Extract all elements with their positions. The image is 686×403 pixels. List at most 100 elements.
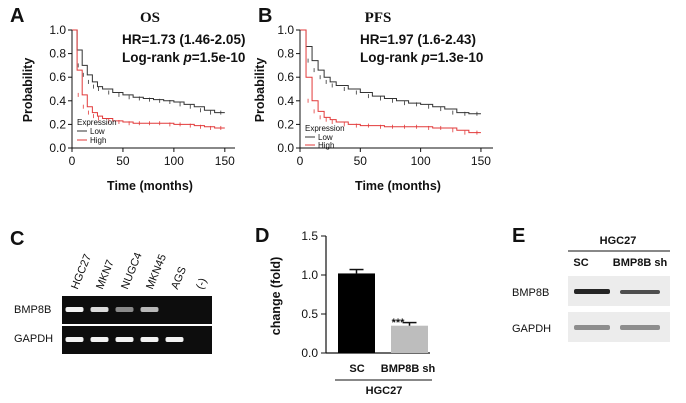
bar-category-sc: SC (349, 363, 364, 375)
km-a-xtick-label: 100 (164, 154, 184, 168)
km-b-xlabel: Time (months) (355, 179, 441, 193)
km-a-ytick-label: 0.8 (49, 47, 66, 61)
gel-band-bmp8b (90, 307, 109, 312)
km-a-ytick-label: 0.6 (49, 70, 66, 84)
km-b-xtick-label: 0 (297, 154, 304, 168)
bar-ytick-label: 0.5 (301, 307, 318, 321)
km-a-logrank-value: =1.5e-10 (192, 50, 246, 65)
km-b-ytick-label: 0.6 (277, 70, 294, 84)
gel-lane-label: (-) (194, 276, 209, 291)
blot-band-gapdh-sc (574, 325, 610, 330)
gel-lane-label: NUGC4 (119, 251, 145, 291)
km-b-ylabel: Probability (253, 58, 267, 123)
km-b-logrank-p: p (421, 50, 430, 65)
km-plot-b: 0.0 0.2 0.4 0.6 0.8 1.0 0 50 100 150 Time (months… (253, 23, 493, 193)
panel-a: A OS 0.0 0.2 0.4 0.6 0.8 1.0 0 50 100 150 Time (m… (10, 5, 245, 193)
gel-band-bmp8b (65, 307, 84, 312)
km-a-hr: HR=1.73 (1.46-2.05) (122, 32, 245, 47)
km-a-xlabel: Time (months) (107, 179, 193, 193)
gel-lane-label: MKN7 (94, 258, 117, 291)
bar-category-sh: BMP8B sh (381, 363, 436, 375)
bar-sc (338, 273, 375, 353)
gel-band-bmp8b (115, 307, 134, 312)
bar-ytick-label: 1.0 (301, 268, 318, 282)
km-a-ytick-label: 1.0 (49, 23, 66, 37)
blot-band-bmp8b-sh (620, 290, 660, 294)
gel-lane-label: HGC27 (69, 253, 94, 292)
panel-c-letter: C (10, 228, 24, 250)
km-plot-a: 0.0 0.2 0.4 0.6 0.8 1.0 0 50 100 150 Time (months… (21, 23, 235, 193)
bar-group-label: HGC27 (366, 385, 403, 397)
km-b-logrank-prefix: Log-rank (360, 50, 422, 65)
blot-gapdh (568, 312, 670, 342)
km-a-xtick-label: 150 (215, 154, 235, 168)
gel-bmp8b (62, 296, 212, 324)
panel-e: E HGC27 SC BMP8B sh BMP8B GAPDH (512, 225, 670, 342)
gel-band-gapdh (115, 337, 134, 342)
km-a-ytick-label: 0.2 (49, 117, 66, 131)
km-a-ytick-label: 0.4 (49, 94, 66, 108)
panel-b-title: PFS (365, 10, 392, 26)
gel-lane-labels: HGC27 MKN7 NUGC4 MKN45 AGS (-) (69, 251, 209, 291)
panel-d-letter: D (255, 225, 269, 247)
gel-band-gapdh (165, 337, 184, 342)
gel-lane-label: MKN45 (144, 253, 169, 292)
km-b-xtick-label: 150 (471, 154, 491, 168)
km-b-legend-low: Low (318, 133, 333, 142)
km-b-ytick-label: 0.8 (277, 47, 294, 61)
km-a-ylabel: Probability (21, 58, 35, 123)
blot-lane-sc: SC (573, 257, 588, 269)
km-b-high-curve (300, 29, 481, 134)
gel-band-gapdh (90, 337, 109, 342)
panel-a-title: OS (140, 10, 160, 26)
bar-ytick-label: 1.5 (301, 229, 318, 243)
bar-ytick-label: 0.0 (301, 346, 318, 360)
km-a-ytick-label: 0.0 (49, 141, 66, 155)
panel-a-letter: A (10, 5, 24, 27)
km-a-high-curve (72, 29, 225, 129)
km-a-legend: Expression Low High (77, 118, 117, 145)
blot-row-label-bmp8b: BMP8B (512, 287, 549, 299)
km-b-ytick-label: 1.0 (277, 23, 294, 37)
gel-row-label-bmp8b: BMP8B (14, 304, 51, 316)
gel-band-gapdh (65, 337, 84, 342)
km-b-logrank-value: =1.3e-10 (430, 50, 484, 65)
km-b-legend: Expression Low High (305, 124, 345, 150)
km-b-hr: HR=1.97 (1.6-2.43) (360, 32, 476, 47)
panel-b-letter: B (258, 5, 272, 27)
blot-band-gapdh-sh (620, 325, 660, 330)
gel-row-label-gapdh: GAPDH (14, 333, 53, 345)
km-a-legend-title: Expression (77, 118, 117, 127)
km-b-ytick-label: 0.2 (277, 117, 294, 131)
km-b-legend-title: Expression (305, 124, 345, 133)
km-a-logrank-p: p (183, 50, 192, 65)
gel-band-bmp8b (140, 307, 159, 312)
km-b-low-curve (300, 29, 481, 115)
km-a-logrank: Log-rank p=1.5e-10 (122, 50, 245, 65)
gel-band-gapdh (140, 337, 159, 342)
panel-c: C HGC27 MKN7 NUGC4 MKN45 AGS (-) BMP8B GAPDH (10, 228, 212, 354)
km-b-xtick-label: 100 (411, 154, 431, 168)
km-a-legend-high: High (90, 136, 106, 145)
bar-sh (391, 325, 428, 353)
blot-band-bmp8b-sc (574, 289, 610, 294)
panel-b: B PFS 0.0 0.2 0.4 0.6 0.8 1.0 0 50 100 150 Time (… (253, 5, 493, 193)
blot-lane-sh: BMP8B sh (613, 257, 668, 269)
km-a-low-curve (72, 29, 225, 114)
km-b-legend-high: High (318, 141, 334, 150)
panel-d: D 0.0 0.5 1.0 1.5 change (fold) *** SC BMP8… (255, 225, 435, 397)
km-b-xtick-label: 50 (354, 154, 368, 168)
km-a-xtick-label: 0 (69, 154, 76, 168)
bar-significance: *** (392, 317, 406, 329)
gel-gapdh (62, 326, 212, 354)
blot-group-label: HGC27 (600, 235, 637, 247)
km-a-legend-low: Low (90, 127, 105, 136)
bar-ylabel: change (fold) (269, 257, 283, 335)
panel-e-letter: E (512, 225, 525, 247)
blot-row-label-gapdh: GAPDH (512, 323, 551, 335)
km-a-xtick-label: 50 (116, 154, 130, 168)
km-b-logrank: Log-rank p=1.3e-10 (360, 50, 483, 65)
km-b-ytick-label: 0.0 (277, 141, 294, 155)
gel-lane-label: AGS (169, 265, 189, 291)
